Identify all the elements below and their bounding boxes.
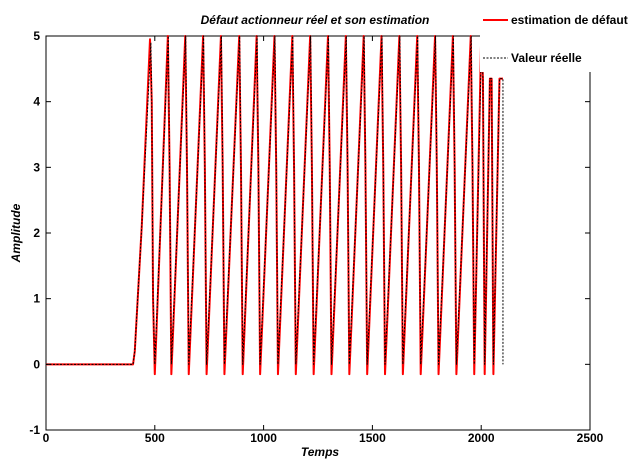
y-tick-label: 2 — [33, 226, 40, 240]
x-tick-label: 1000 — [250, 431, 277, 445]
x-tick-label: 500 — [145, 431, 165, 445]
legend-label-estimation: estimation de défaut — [511, 13, 628, 27]
y-tick-label: 3 — [33, 160, 40, 174]
y-tick-label: 1 — [33, 292, 40, 306]
legend-box — [480, 8, 632, 72]
legend-label-reelle: Valeur réelle — [511, 51, 582, 65]
plot-area — [45, 35, 591, 431]
y-tick-label: 5 — [33, 29, 40, 43]
y-axis-title: Amplitude — [9, 203, 23, 263]
x-tick-label: 0 — [43, 431, 50, 445]
legend: estimation de défaut Valeur réelle — [480, 8, 632, 72]
y-tick-label: -1 — [29, 423, 40, 437]
x-tick-label: 2000 — [468, 431, 495, 445]
x-tick-label: 1500 — [359, 431, 386, 445]
x-tick-label: 2500 — [577, 431, 604, 445]
y-tick-label: 0 — [33, 357, 40, 371]
series-layer — [46, 35, 504, 376]
series-line-reelle — [46, 35, 504, 365]
chart-title: Défaut actionneur réel et son estimation — [201, 13, 430, 27]
y-tick-label: 4 — [33, 95, 40, 109]
x-axis-title: Temps — [301, 445, 340, 459]
